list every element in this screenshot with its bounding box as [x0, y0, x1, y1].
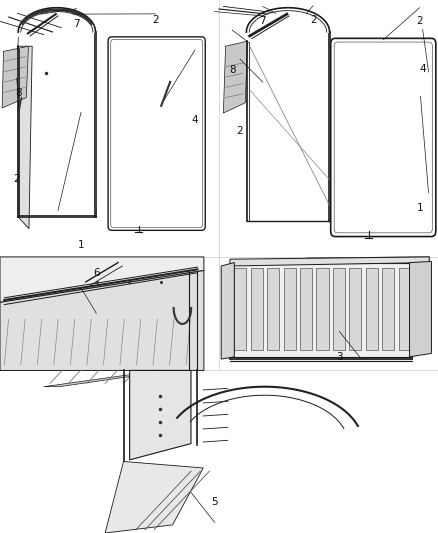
Polygon shape: [130, 370, 191, 460]
Polygon shape: [18, 46, 32, 229]
Polygon shape: [223, 41, 247, 113]
Text: 8: 8: [229, 66, 236, 75]
Text: 7: 7: [259, 17, 266, 26]
Polygon shape: [382, 268, 394, 350]
Polygon shape: [0, 257, 204, 302]
Text: 6: 6: [93, 268, 100, 278]
Text: 2: 2: [310, 15, 317, 25]
Polygon shape: [221, 263, 234, 359]
Polygon shape: [283, 268, 296, 350]
Text: 3: 3: [336, 352, 343, 362]
Text: 7: 7: [73, 19, 80, 29]
Polygon shape: [105, 462, 203, 533]
Text: 4: 4: [419, 64, 426, 74]
Polygon shape: [2, 46, 28, 108]
Polygon shape: [230, 257, 429, 266]
Polygon shape: [234, 268, 246, 350]
Polygon shape: [399, 268, 411, 350]
Polygon shape: [44, 370, 173, 387]
Text: 2: 2: [416, 17, 423, 26]
Text: 4: 4: [191, 115, 198, 125]
Text: 1: 1: [78, 240, 85, 250]
Text: 2: 2: [152, 15, 159, 25]
Polygon shape: [0, 271, 204, 370]
Polygon shape: [251, 268, 263, 350]
Polygon shape: [267, 268, 279, 350]
Text: 2: 2: [13, 174, 20, 183]
Polygon shape: [366, 268, 378, 350]
Polygon shape: [410, 262, 431, 357]
Polygon shape: [333, 268, 345, 350]
Polygon shape: [350, 268, 361, 350]
Text: 2: 2: [237, 126, 244, 135]
Polygon shape: [300, 268, 312, 350]
Polygon shape: [316, 268, 328, 350]
Text: 1: 1: [417, 203, 424, 213]
Text: 5: 5: [211, 497, 218, 507]
Polygon shape: [230, 263, 412, 357]
Text: 8: 8: [15, 88, 22, 98]
